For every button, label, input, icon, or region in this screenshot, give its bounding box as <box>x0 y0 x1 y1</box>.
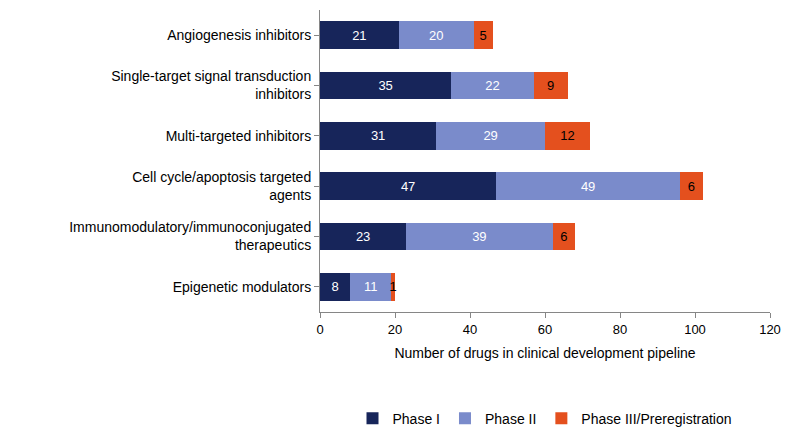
svg-text:Phase I: Phase I <box>393 411 440 427</box>
svg-text:29: 29 <box>483 128 497 143</box>
svg-text:39: 39 <box>472 229 486 244</box>
svg-text:Number of drugs in clinical de: Number of drugs in clinical development … <box>394 345 695 361</box>
svg-text:12: 12 <box>560 128 574 143</box>
svg-text:9: 9 <box>547 78 554 93</box>
svg-text:11: 11 <box>364 279 378 294</box>
svg-text:20: 20 <box>388 322 402 337</box>
svg-text:Epigenetic modulators: Epigenetic modulators <box>173 279 312 295</box>
svg-text:40: 40 <box>463 322 477 337</box>
svg-text:100: 100 <box>684 322 706 337</box>
svg-text:21: 21 <box>352 28 366 43</box>
svg-text:Phase II: Phase II <box>485 411 536 427</box>
svg-text:Cell cycle/apoptosis targeteda: Cell cycle/apoptosis targetedagents <box>132 169 311 203</box>
svg-text:6: 6 <box>560 229 567 244</box>
svg-text:1: 1 <box>390 279 397 294</box>
svg-text:31: 31 <box>371 128 385 143</box>
svg-text:Multi-targeted inhibitors: Multi-targeted inhibitors <box>166 128 312 144</box>
svg-text:8: 8 <box>331 279 338 294</box>
svg-text:60: 60 <box>538 322 552 337</box>
svg-text:47: 47 <box>401 179 415 194</box>
svg-text:23: 23 <box>356 229 370 244</box>
svg-text:Phase III/Preregistration: Phase III/Preregistration <box>581 411 731 427</box>
svg-text:20: 20 <box>429 28 443 43</box>
svg-text:35: 35 <box>378 78 392 93</box>
svg-text:120: 120 <box>759 322 781 337</box>
svg-text:Immunomodulatory/immunoconjuga: Immunomodulatory/immunoconjugatedtherape… <box>69 219 311 253</box>
svg-text:5: 5 <box>480 28 487 43</box>
svg-text:49: 49 <box>581 179 595 194</box>
svg-text:0: 0 <box>316 322 323 337</box>
svg-text:80: 80 <box>613 322 627 337</box>
svg-text:Single-target signal transduct: Single-target signal transductioninhibit… <box>111 68 311 102</box>
svg-text:22: 22 <box>485 78 499 93</box>
svg-text:Angiogenesis inhibitors: Angiogenesis inhibitors <box>167 27 311 43</box>
svg-text:6: 6 <box>688 179 695 194</box>
